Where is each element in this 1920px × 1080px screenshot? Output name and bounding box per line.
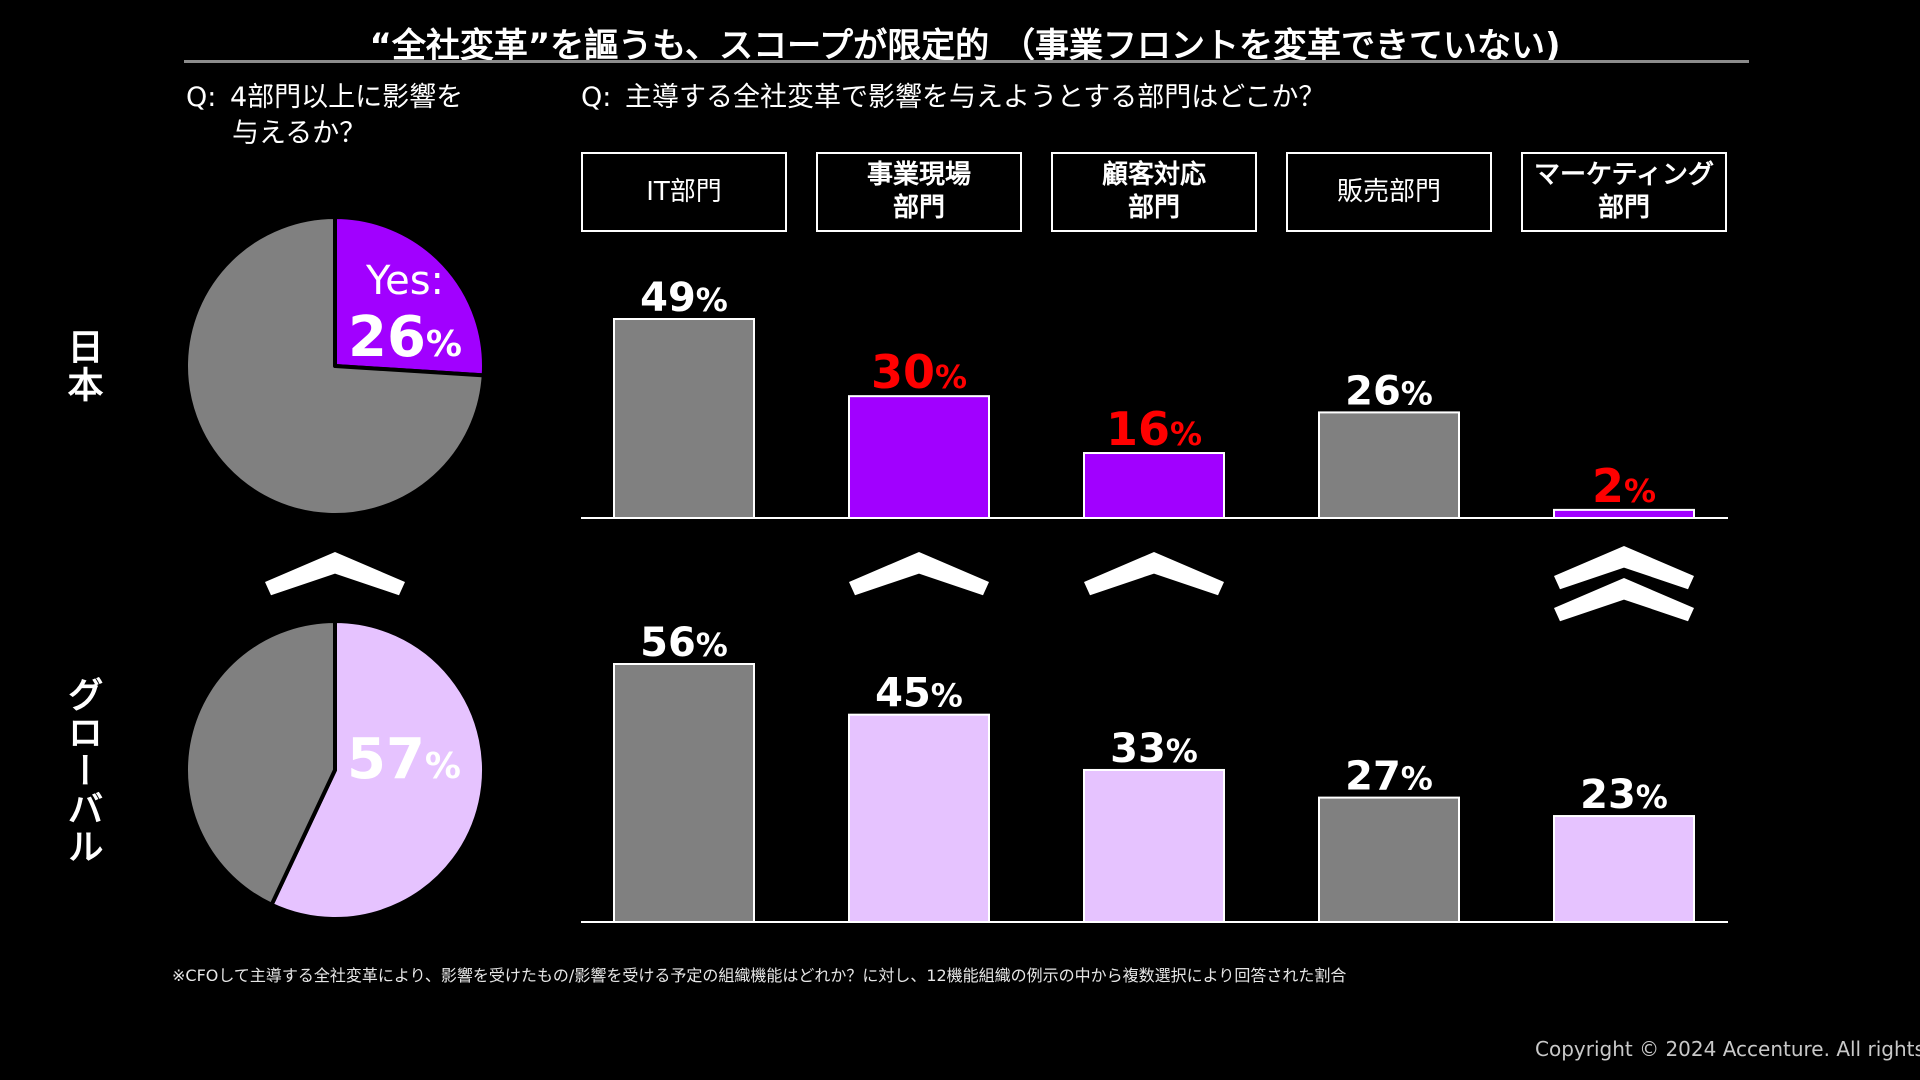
copyright: Copyright © 2024 Accenture. All rights r… (1535, 1037, 1920, 1061)
pie-chart-1: 57% (184, 619, 486, 921)
bar-label-3-0: 56% (640, 620, 728, 666)
bar-label-2-0: 49% (640, 275, 728, 321)
bar-2-0 (613, 318, 755, 519)
category-header-1: 事業現場 部門 (816, 152, 1022, 232)
bar-label-2-2: 16% (1106, 402, 1202, 456)
bar-3-2 (1083, 768, 1225, 924)
region-label-japan: 日本 (34, 213, 129, 519)
bar-chart-2: 49% 30% 16% 26% 2% (581, 275, 1728, 520)
bar-label-3-1: 45% (875, 671, 963, 717)
chevron-up-icon (265, 552, 405, 596)
pie-slice-1-0 (269, 619, 486, 921)
bar-label-2-4: 2% (1592, 459, 1656, 513)
comparison-marker-1 (849, 552, 989, 596)
question-right: Q: 主導する全社変革で影響を与えようとする部門はどこか？ (581, 80, 1325, 116)
comparison-marker-0 (265, 552, 405, 596)
chevron-up-icon (1084, 552, 1224, 596)
pie-slice-0-1 (184, 215, 486, 517)
question-right-text: 主導する全社変革で影響を与えようとする部門はどこか？ (625, 82, 1326, 113)
region-label-global-text: グローバル (61, 676, 103, 866)
pie-label-1: 57% (347, 727, 461, 792)
title-divider (184, 60, 1749, 63)
region-label-japan-text: 日本 (61, 328, 103, 404)
pie-slice-0-0 (333, 215, 487, 378)
bar-3-3 (1318, 796, 1460, 923)
bar-label-2-1: 30% (871, 345, 967, 399)
question-left-prefix: Q: (186, 82, 217, 113)
bar-label-2-3: 26% (1345, 368, 1433, 414)
bar-2-2 (1083, 452, 1225, 520)
comparison-marker-2 (1084, 552, 1224, 596)
comparison-marker-3 (1554, 546, 1694, 622)
pie-prefix-0: Yes: (365, 258, 444, 304)
question-left: Q: 4部門以上に影響を 与えるか？ (186, 80, 463, 152)
question-left-line1: 4部門以上に影響を (230, 82, 464, 113)
footnote: ※CFOして主導する全社変革により、影響を受けたもの/影響を受ける予定の組織機能… (172, 966, 1347, 985)
question-left-line2: 与えるか？ (232, 118, 367, 149)
category-header-4: マーケティング 部門 (1521, 152, 1727, 232)
bar-2-1 (848, 395, 990, 519)
question-right-prefix: Q: (581, 82, 612, 113)
region-label-global: グローバル (34, 618, 129, 924)
bar-chart-3: 56% 45% 33% 27% 23% (581, 620, 1728, 924)
bar-3-4 (1553, 815, 1695, 923)
bar-label-3-2: 33% (1110, 726, 1198, 772)
bar-2-3 (1318, 411, 1460, 520)
category-header-2: 顧客対応 部門 (1051, 152, 1257, 232)
pie-chart-0: 26%Yes: (184, 215, 487, 517)
chevron-up-icon (849, 552, 989, 596)
pie-label-0: 26% (348, 305, 462, 370)
page-title: “全社変革”を謳うも、スコープが限定的 （事業フロントを変革できていない) (369, 26, 1561, 66)
bar-label-3-3: 27% (1345, 754, 1433, 800)
chevron-up-icon (1554, 546, 1694, 590)
category-header-0: IT部門 (581, 152, 787, 232)
bar-3-0 (613, 663, 755, 923)
bar-label-3-4: 23% (1580, 772, 1668, 818)
category-header-3: 販売部門 (1286, 152, 1492, 232)
bar-2-4 (1553, 508, 1695, 520)
chevron-up-icon (1554, 578, 1694, 622)
bar-3-1 (848, 713, 990, 924)
pie-slice-1-1 (184, 619, 337, 907)
